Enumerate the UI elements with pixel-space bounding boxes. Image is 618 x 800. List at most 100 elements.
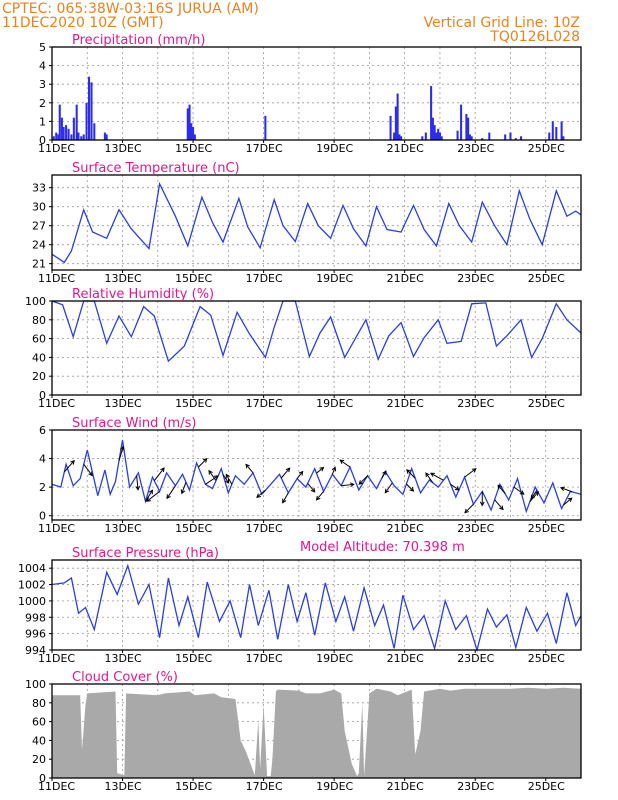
y-tick-label: 996 bbox=[25, 628, 46, 641]
y-tick-label: 60 bbox=[32, 716, 46, 729]
humidity-panel: 0 20 40 60 80 100 Relative Humidity (%) 11DEC 13… bbox=[25, 287, 582, 410]
wind-vector bbox=[245, 463, 254, 474]
wind-vector bbox=[494, 499, 504, 511]
wind-vector bbox=[497, 484, 506, 495]
x-tick-label: 17DEC bbox=[246, 780, 283, 793]
precip-bar bbox=[424, 132, 427, 140]
wind-vector bbox=[145, 489, 154, 502]
precip-bar bbox=[481, 138, 484, 140]
precip-bar bbox=[467, 117, 470, 140]
y-tick-label: 4 bbox=[39, 453, 46, 466]
y-tick-label: 24 bbox=[32, 239, 46, 252]
wind-vector bbox=[208, 469, 217, 481]
precip-bar bbox=[468, 134, 471, 140]
precip-bar bbox=[90, 82, 93, 140]
x-tick-label: 11DEC bbox=[38, 652, 75, 665]
wind-vector bbox=[406, 483, 415, 492]
wind-vector bbox=[225, 473, 233, 485]
y-tick-label: 5 bbox=[39, 41, 46, 54]
precip-bar bbox=[421, 136, 424, 140]
precip-bar bbox=[57, 134, 60, 140]
run-time: 11DEC2020 10Z (GMT) bbox=[2, 15, 164, 31]
cloud-cover-area bbox=[52, 687, 581, 778]
model-code: TQ0126L028 bbox=[489, 29, 580, 45]
precip-bar bbox=[460, 104, 463, 140]
x-tick-label: 23DEC bbox=[457, 397, 494, 410]
wind-vector bbox=[315, 491, 324, 501]
y-tick-label: 1 bbox=[39, 115, 46, 128]
x-tick-label: 21DEC bbox=[387, 142, 424, 155]
wind-vector bbox=[307, 483, 316, 493]
precip-bar bbox=[400, 136, 403, 140]
wind-vector bbox=[280, 467, 291, 479]
x-tick-label: 13DEC bbox=[105, 780, 142, 793]
y-tick-label: 100 bbox=[25, 678, 46, 691]
y-tick-label: 20 bbox=[32, 370, 46, 383]
y-tick-label: 994 bbox=[25, 644, 46, 657]
precip-bar bbox=[186, 108, 189, 140]
precip-bar bbox=[393, 132, 396, 140]
wind-vector bbox=[429, 472, 444, 481]
wind-vector bbox=[513, 486, 525, 495]
y-tick-label: 27 bbox=[32, 220, 46, 233]
x-tick-label: 25DEC bbox=[528, 522, 565, 535]
precip-bar bbox=[80, 136, 83, 140]
y-tick-label: 80 bbox=[32, 697, 46, 710]
wind-vector bbox=[464, 503, 474, 514]
precip-bar bbox=[60, 117, 63, 140]
precip-bar bbox=[394, 106, 397, 140]
cloud-cover-panel: 0 20 40 60 80 100 Cloud Cover (%) 11DEC 13DEC 15D… bbox=[25, 670, 582, 793]
temperature-panel: 21 24 27 30 33 Surface Temperature (nC) 11DEC 1… bbox=[32, 161, 582, 285]
x-tick-label: 19DEC bbox=[316, 397, 353, 410]
x-tick-label: 23DEC bbox=[457, 522, 494, 535]
x-tick-label: 19DEC bbox=[316, 652, 353, 665]
wind-vector bbox=[316, 466, 325, 474]
wind-vector bbox=[146, 491, 160, 502]
y-tick-label: 33 bbox=[32, 182, 46, 195]
x-tick-label: 19DEC bbox=[316, 522, 353, 535]
y-tick-label: 2 bbox=[39, 97, 46, 110]
x-tick-label: 17DEC bbox=[246, 652, 283, 665]
y-tick-label: 998 bbox=[25, 611, 46, 624]
wind-vector bbox=[406, 469, 416, 479]
precip-bar bbox=[192, 126, 195, 140]
panel-title: Surface Wind (m/s) bbox=[72, 416, 196, 431]
y-tick-label: 30 bbox=[32, 201, 46, 214]
precip-bar bbox=[264, 115, 267, 140]
wind-vector bbox=[198, 458, 208, 468]
panel-title: Surface Temperature (nC) bbox=[72, 161, 240, 176]
x-tick-label: 13DEC bbox=[105, 272, 142, 285]
precip-bar bbox=[75, 104, 78, 140]
x-tick-label: 13DEC bbox=[105, 522, 142, 535]
x-tick-label: 25DEC bbox=[528, 652, 565, 665]
x-tick-label: 23DEC bbox=[457, 652, 494, 665]
precip-bar bbox=[440, 136, 443, 140]
wind-vector bbox=[135, 475, 141, 491]
x-tick-label: 25DEC bbox=[528, 272, 565, 285]
temperature-line bbox=[51, 181, 582, 264]
precip-bar bbox=[438, 132, 441, 140]
precip-bar bbox=[65, 125, 68, 140]
x-tick-label: 21DEC bbox=[387, 780, 424, 793]
x-tick-label: 19DEC bbox=[316, 142, 353, 155]
precip-bar bbox=[82, 134, 85, 140]
x-tick-label: 17DEC bbox=[246, 397, 283, 410]
y-tick-label: 4 bbox=[39, 60, 46, 73]
x-tick-label: 21DEC bbox=[387, 397, 424, 410]
wind-vector bbox=[222, 474, 230, 484]
precip-bar bbox=[437, 128, 440, 140]
precip-bar bbox=[58, 104, 61, 140]
wind-vector bbox=[118, 445, 125, 461]
panel-frame bbox=[51, 429, 582, 521]
x-tick-label: 11DEC bbox=[38, 142, 75, 155]
wind-vector bbox=[339, 459, 351, 468]
x-tick-label: 11DEC bbox=[38, 780, 75, 793]
precip-bar bbox=[389, 115, 392, 140]
wind-vector bbox=[464, 468, 477, 478]
wind-vector bbox=[282, 492, 289, 504]
station-header: CPTEC: 065:38W-03:16S JURUA (AM) bbox=[2, 1, 259, 17]
precip-bar bbox=[560, 121, 563, 140]
y-tick-label: 0 bbox=[39, 389, 46, 402]
x-tick-label: 19DEC bbox=[316, 272, 353, 285]
